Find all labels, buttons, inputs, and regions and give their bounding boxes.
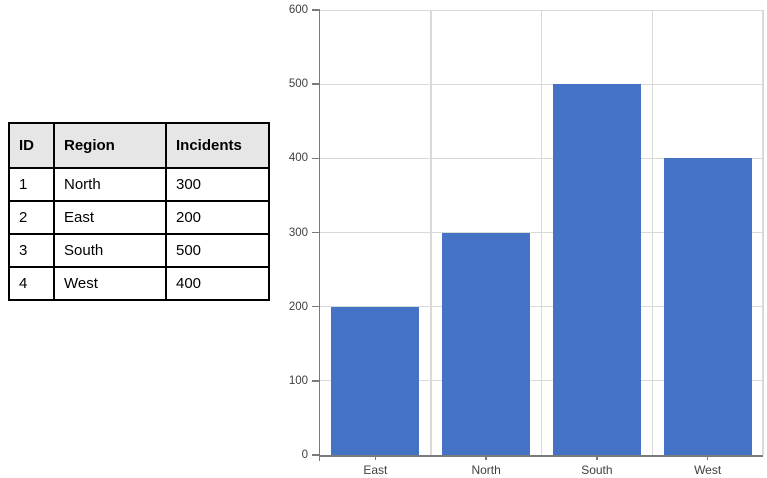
bar-east [331, 306, 420, 455]
table-header-row: ID Region Incidents [8, 122, 270, 169]
table-row: 1 North 300 [8, 167, 270, 202]
col-header-id: ID [8, 122, 55, 169]
y-axis-label: 200 [288, 300, 308, 313]
bar-west [663, 158, 752, 455]
table-cell: 2 [8, 200, 55, 235]
y-axis-tick [312, 305, 320, 308]
y-axis-tick [312, 231, 320, 234]
gridline-vertical [430, 10, 432, 455]
y-axis-label: 0 [301, 449, 308, 461]
y-axis-label: 300 [288, 226, 308, 239]
table-row: 3 South 500 [8, 233, 270, 268]
table-cell: West [53, 266, 167, 301]
table-cell: 3 [8, 233, 55, 268]
x-axis-tick [706, 455, 709, 460]
y-axis-tick [312, 157, 320, 160]
x-axis-tick [485, 455, 487, 460]
x-axis-label: East [363, 463, 388, 477]
x-axis-label: North [471, 463, 501, 477]
table-cell: 200 [165, 200, 270, 235]
table-cell: East [53, 200, 167, 235]
x-axis-label: South [581, 463, 613, 477]
y-axis-label: 400 [288, 152, 308, 165]
y-axis-tick [312, 454, 320, 456]
gridline-vertical [762, 10, 764, 455]
y-axis-label: 100 [288, 374, 308, 387]
table-cell: 4 [8, 266, 55, 301]
y-axis-tick [312, 83, 320, 85]
col-header-region: Region [53, 122, 167, 169]
y-axis-tick [312, 380, 320, 382]
y-axis-line [318, 10, 320, 461]
table-cell: North [53, 167, 167, 202]
x-axis-tick [374, 455, 377, 460]
y-axis-label: 600 [288, 4, 308, 16]
y-axis-label: 500 [288, 78, 308, 91]
table-cell: 1 [8, 167, 55, 202]
table-cell: South [53, 233, 167, 268]
y-axis-tick [312, 9, 320, 11]
table-row: 4 West 400 [8, 266, 270, 301]
x-axis-line [320, 455, 763, 457]
gridline-vertical [540, 10, 543, 455]
table-body: 1 North 300 2 East 200 3 South 500 4 West 400 [8, 167, 270, 301]
table-row: 2 East 200 [8, 200, 270, 235]
bar-north [442, 232, 531, 455]
table-cell: 300 [165, 167, 270, 202]
table-cell: 500 [165, 233, 270, 268]
col-header-incidents: Incidents [165, 122, 270, 169]
table-cell: 400 [165, 266, 270, 301]
gridline-vertical [651, 10, 653, 455]
bar-south [552, 84, 641, 455]
x-axis-label: West [694, 463, 722, 477]
x-axis-tick [596, 455, 598, 460]
incidents-table: ID Region Incidents 1 North 300 2 East 200 3 So… [8, 122, 270, 301]
